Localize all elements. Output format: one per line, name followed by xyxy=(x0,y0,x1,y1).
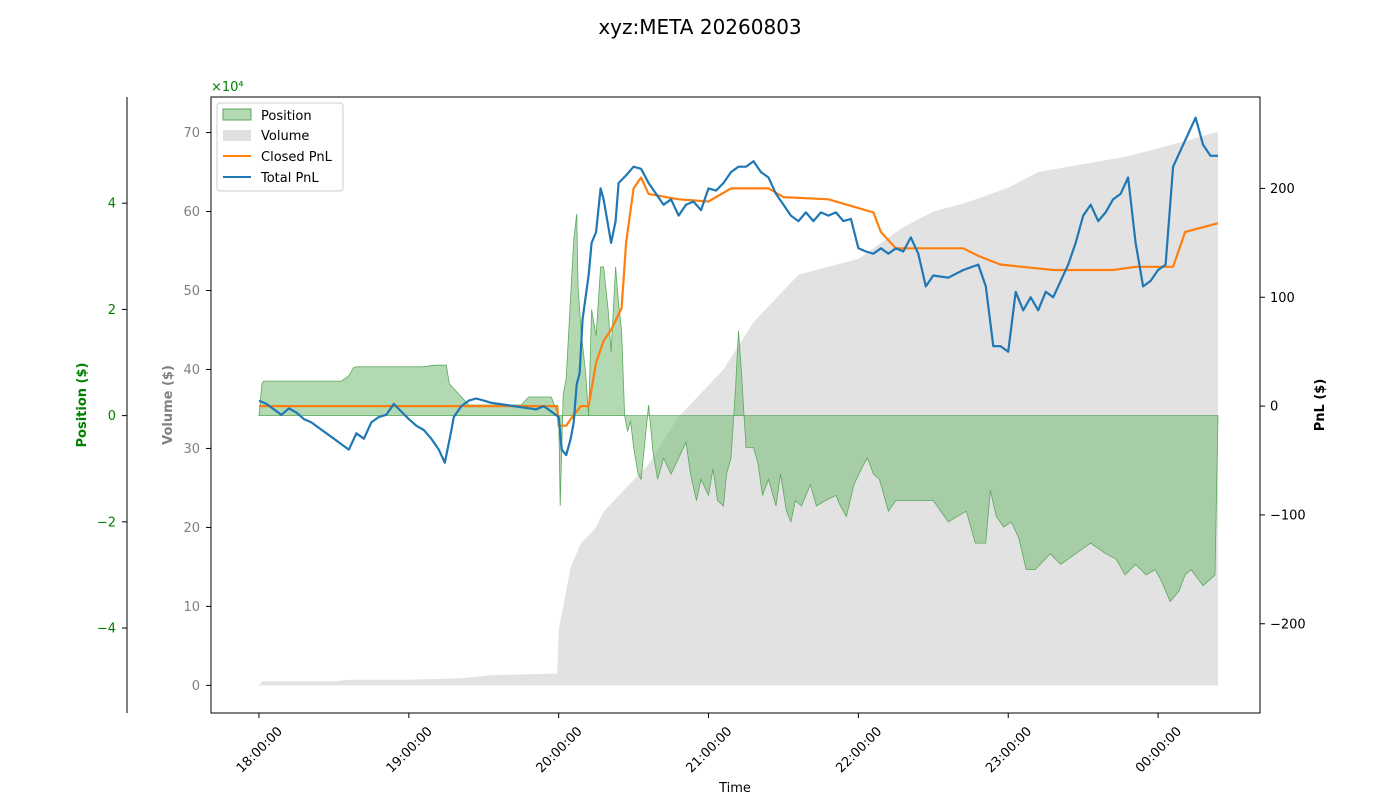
position-area xyxy=(258,213,1219,603)
position-axis-ticks: 4 2 0 −2 −4 xyxy=(97,197,127,637)
pnl-tick-label: −100 xyxy=(1270,508,1306,523)
volume-tick-label: 20 xyxy=(183,521,200,536)
closed-pnl-line xyxy=(259,176,1219,427)
volume-axis-label: Volume ($) xyxy=(161,365,176,445)
time-tick-label: 00:00:00 xyxy=(1133,724,1185,776)
pnl-tick-label: 0 xyxy=(1270,400,1278,415)
position-axis-label: Position ($) xyxy=(75,363,90,448)
time-tick-label: 21:00:00 xyxy=(683,724,735,776)
legend-label-closed-pnl: Closed PnL xyxy=(261,150,333,165)
plot-frame xyxy=(210,96,1261,714)
time-tick-label: 23:00:00 xyxy=(983,724,1035,776)
legend-swatch-position xyxy=(222,108,252,121)
x-axis-label: Time xyxy=(718,781,751,796)
legend-swatch-volume xyxy=(223,130,251,141)
time-tick-label: 19:00:00 xyxy=(384,724,436,776)
pnl-tick-label: −200 xyxy=(1270,617,1306,632)
legend-box xyxy=(216,102,344,192)
legend-label-volume: Volume xyxy=(261,129,309,144)
pnl-axis-label: PnL ($) xyxy=(1313,379,1328,432)
legend: Position Volume Closed PnL Total PnL xyxy=(216,102,344,192)
total-pnl-line xyxy=(258,116,1218,464)
time-tick-label: 22:00:00 xyxy=(833,724,885,776)
pnl-tick-label: 100 xyxy=(1270,291,1295,306)
legend-label-total-pnl: Total PnL xyxy=(260,171,319,186)
position-tick-label: 4 xyxy=(108,197,116,212)
volume-tick-label: 50 xyxy=(183,284,200,299)
time-axis-ticks: 18:00:00 19:00:00 20:00:00 21:00:00 22:00:00… xyxy=(234,713,1185,776)
position-tick-label: 0 xyxy=(108,409,116,424)
plot-area xyxy=(258,116,1219,686)
position-axis-multiplier: ×10⁴ xyxy=(211,80,244,95)
position-tick-label: −2 xyxy=(97,515,116,530)
volume-tick-label: 60 xyxy=(183,205,200,220)
time-tick-label: 18:00:00 xyxy=(234,724,286,776)
pnl-axis-ticks: 200 100 0 −100 −200 xyxy=(1260,182,1306,632)
time-tick-label: 20:00:00 xyxy=(534,724,586,776)
volume-tick-label: 10 xyxy=(183,600,200,615)
position-tick-label: −4 xyxy=(97,622,116,637)
volume-tick-label: 30 xyxy=(183,442,200,457)
volume-tick-label: 40 xyxy=(183,363,200,378)
volume-tick-label: 0 xyxy=(192,679,200,694)
legend-label-position: Position xyxy=(261,109,312,124)
volume-axis-ticks: 70 60 50 40 30 20 10 0 xyxy=(183,126,211,694)
chart-title: xyz:META 20260803 xyxy=(598,15,801,39)
volume-tick-label: 70 xyxy=(183,126,200,141)
pnl-tick-label: 200 xyxy=(1270,182,1295,197)
position-tick-label: 2 xyxy=(108,303,116,318)
